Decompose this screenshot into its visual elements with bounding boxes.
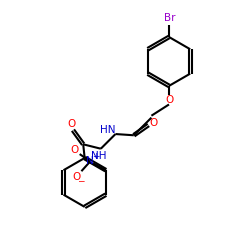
- Text: Br: Br: [164, 13, 176, 23]
- Text: HN: HN: [100, 125, 116, 135]
- Text: N: N: [86, 156, 94, 166]
- Text: O: O: [165, 95, 173, 105]
- Text: O: O: [70, 146, 78, 156]
- Text: −: −: [77, 176, 85, 186]
- Text: O: O: [149, 118, 158, 128]
- Text: +: +: [92, 152, 100, 161]
- Text: O: O: [68, 119, 76, 129]
- Text: O: O: [72, 172, 81, 181]
- Text: NH: NH: [90, 151, 106, 161]
